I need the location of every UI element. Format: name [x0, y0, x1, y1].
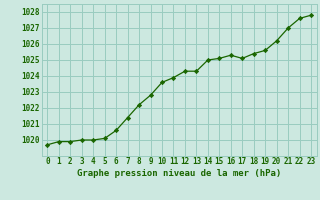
X-axis label: Graphe pression niveau de la mer (hPa): Graphe pression niveau de la mer (hPa) [77, 169, 281, 178]
